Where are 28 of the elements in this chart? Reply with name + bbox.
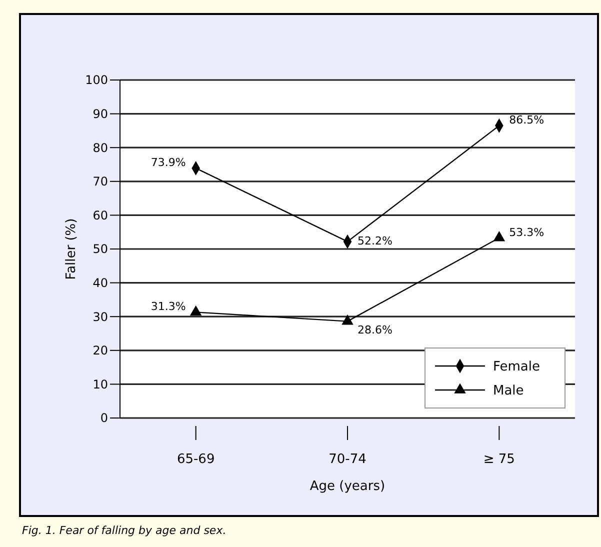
y-axis-title: Faller (%) [64,218,79,280]
data-label: 52.2% [358,234,392,248]
point [342,314,354,325]
caption: Fig. 1. Fear of falling by age and sex. [22,524,226,537]
y-tick-label: 100 [85,73,108,88]
y-tick-label: 60 [92,208,108,222]
x-tick-label: ≥ 75 [483,452,515,467]
y-tick-label: 50 [92,242,108,256]
y-tick-label: 10 [92,377,108,392]
y-tick-label: 70 [92,174,108,189]
data-label: 86.5% [509,114,544,127]
data-label: 53.3% [509,226,544,239]
data-label: 28.6% [358,323,392,336]
x-tick-label: 65-69 [176,452,215,467]
y-tick-label: 0 [100,411,108,426]
legend-label: Female [493,360,540,375]
data-label: 31.3% [150,300,186,314]
legend-label: Male [493,384,524,399]
y-tick-label: 90 [92,107,108,121]
y-tick-label: 20 [92,344,108,358]
y-tick-label: 80 [92,140,108,155]
y-tick-label: 30 [92,310,108,324]
data-label: 73.9% [150,156,186,170]
x-axis-title: Age (years) [310,479,386,494]
x-tick-label: 70-74 [328,452,366,467]
point [493,231,506,242]
point [190,305,202,316]
y-tick-label: 40 [92,276,108,290]
